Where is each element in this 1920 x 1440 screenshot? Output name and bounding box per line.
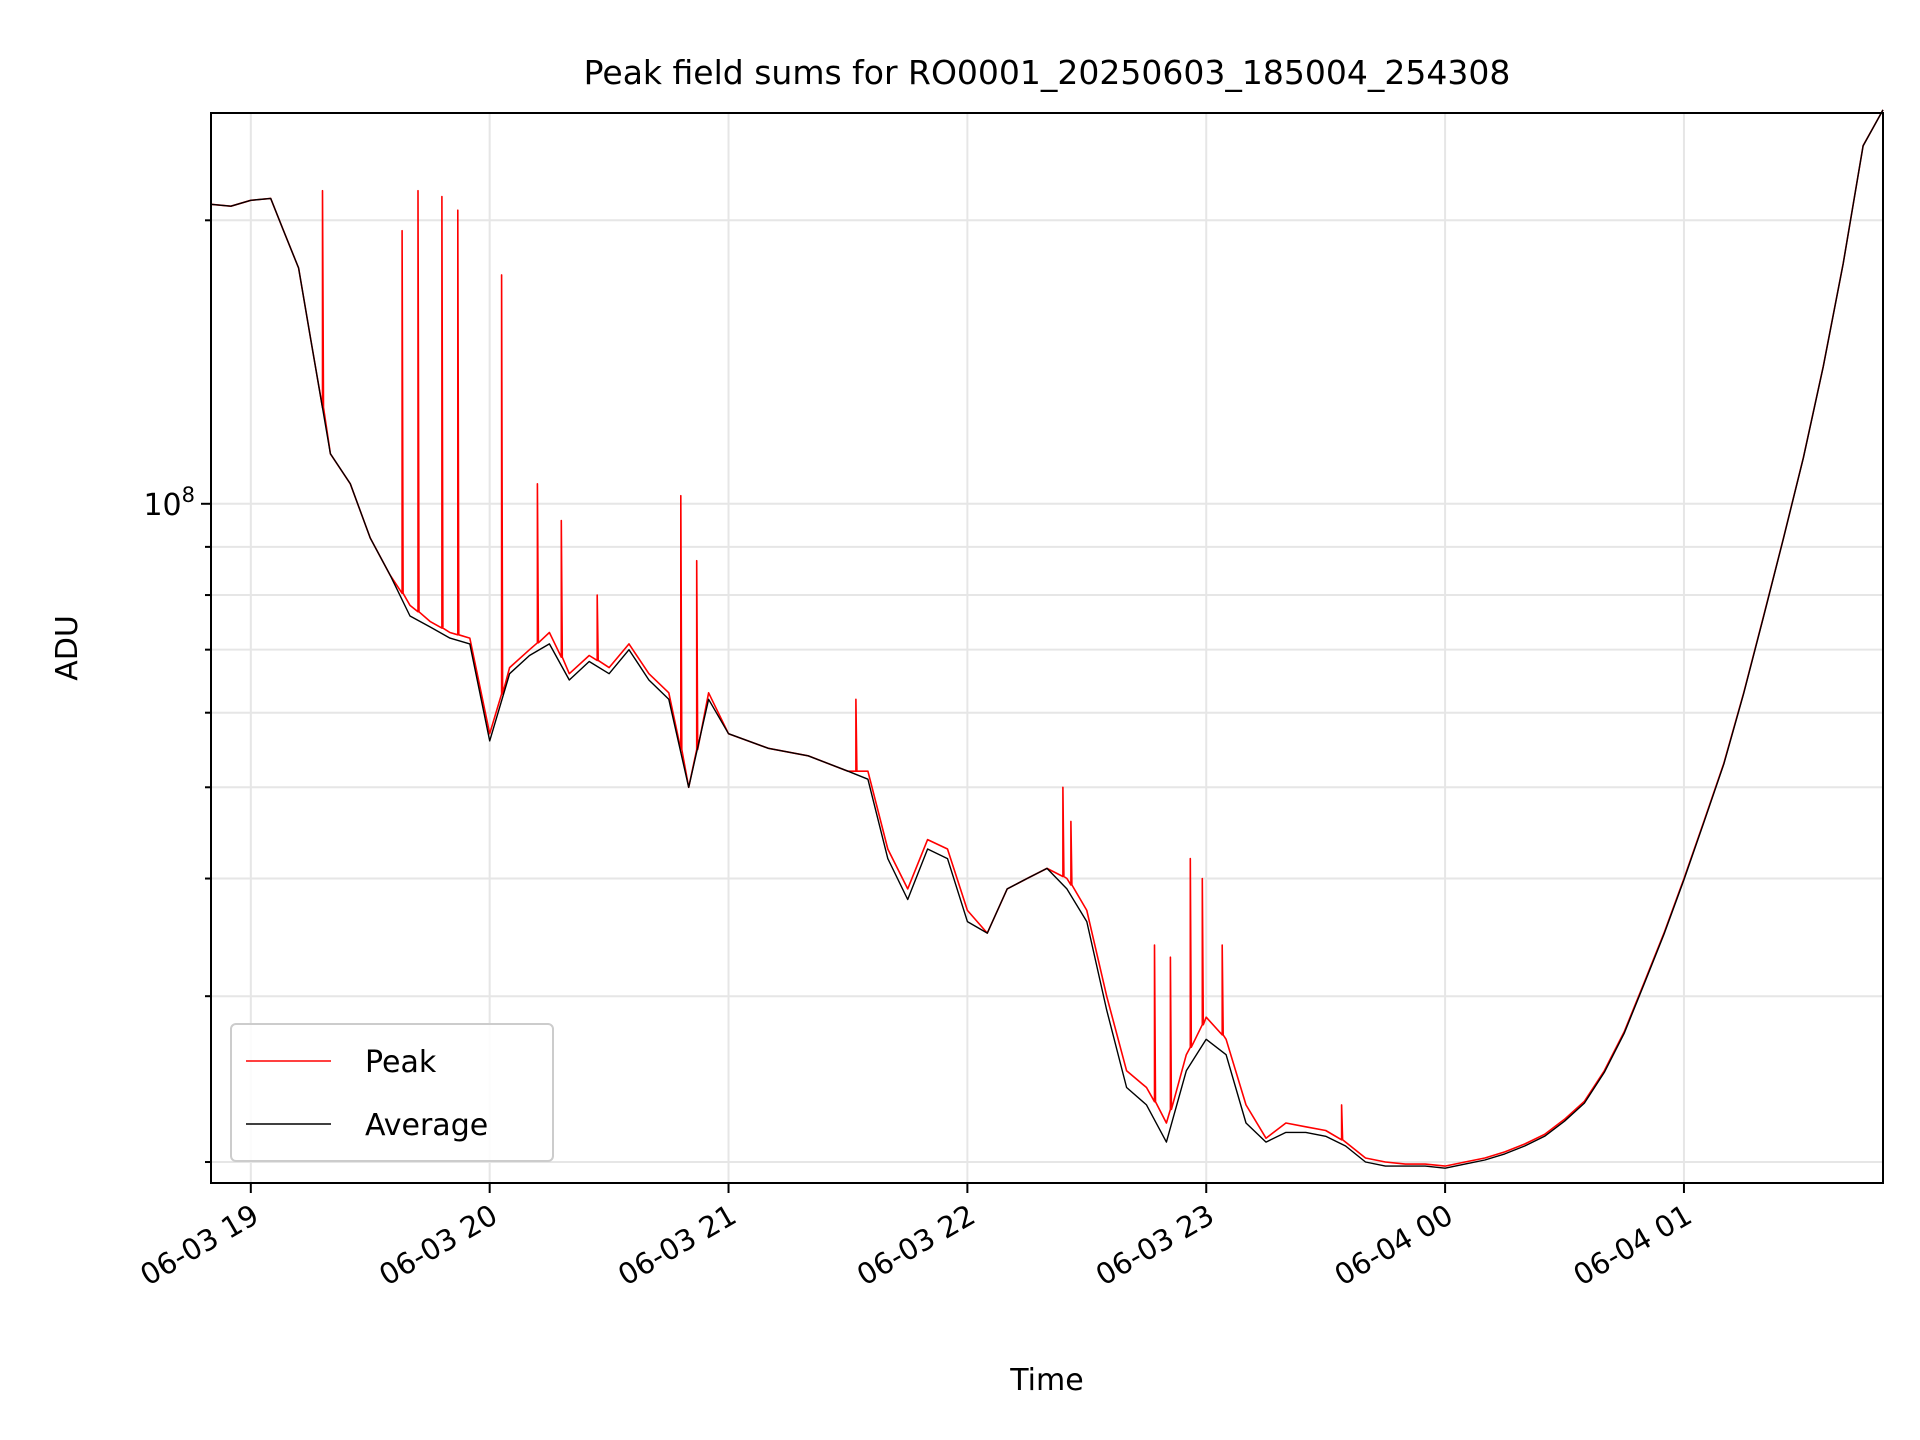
plot-lines: [210, 109, 1884, 1169]
chart-title: Peak field sums for RO0001_20250603_1850…: [584, 53, 1511, 92]
x-axis-label: Time: [1009, 1363, 1083, 1398]
plot-frame: [210, 112, 1884, 1184]
legend-label-average: Average: [365, 1108, 488, 1143]
y-axis-label: ADU: [50, 615, 85, 681]
legend-box: [230, 1023, 554, 1162]
y-axis-ticks: 108: [143, 219, 211, 1164]
grid-lines: [211, 113, 1883, 1183]
legend-label-peak: Peak: [365, 1045, 437, 1080]
y-tick-label: 108: [143, 483, 195, 523]
legend: Peak Average: [230, 1023, 554, 1162]
series-line-peak: [210, 109, 1884, 1167]
series-line-average: [210, 109, 1884, 1169]
